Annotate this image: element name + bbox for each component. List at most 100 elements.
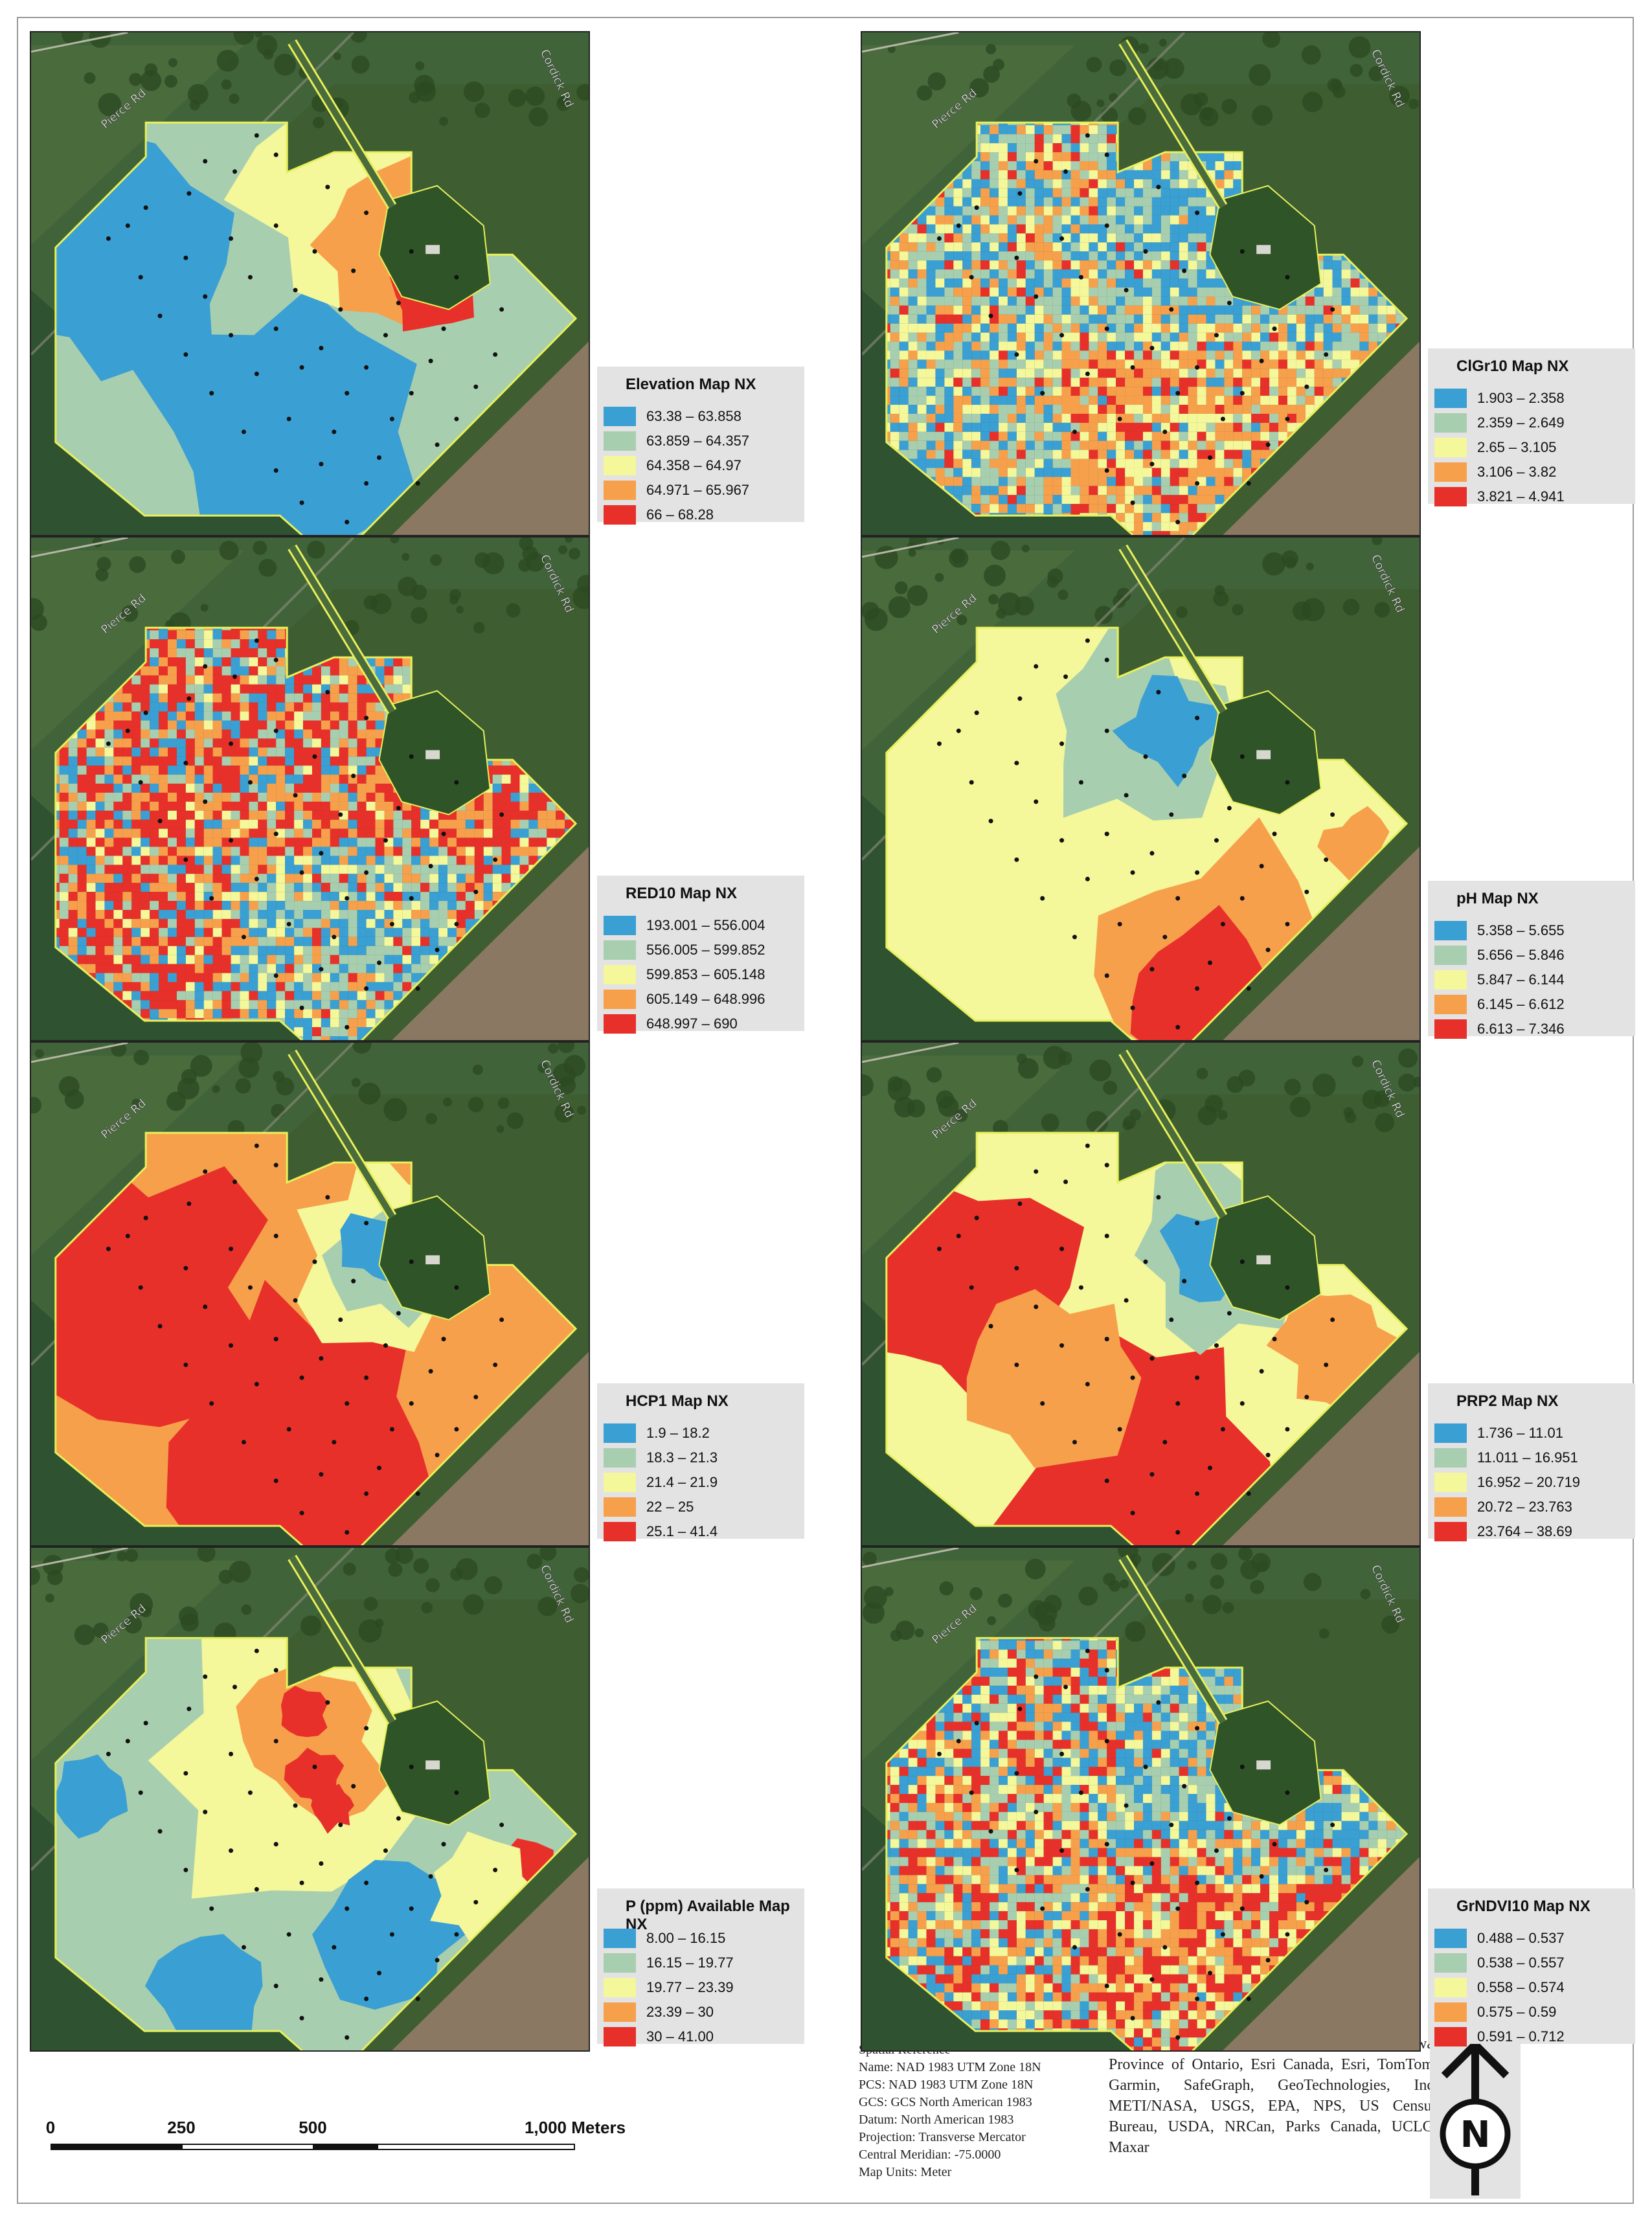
sample-point bbox=[377, 960, 381, 966]
sample-point bbox=[1195, 365, 1200, 370]
sample-point bbox=[319, 967, 324, 972]
sample-point bbox=[229, 1751, 234, 1756]
sample-point bbox=[254, 1887, 259, 1892]
legend-swatch bbox=[1434, 2002, 1467, 2022]
sample-point bbox=[1117, 1427, 1122, 1432]
legend-swatch bbox=[604, 1497, 636, 1517]
sample-point bbox=[183, 760, 188, 765]
sample-point bbox=[1078, 1285, 1083, 1290]
sample-point bbox=[1124, 793, 1129, 798]
sample-point bbox=[364, 1221, 369, 1226]
sample-point bbox=[956, 728, 961, 733]
legend-row: 3.821 – 4.941 bbox=[1434, 484, 1635, 509]
legend-row: 16.952 – 20.719 bbox=[1434, 1470, 1635, 1495]
sample-point bbox=[364, 210, 369, 216]
legend-label: 193.001 – 556.004 bbox=[646, 917, 765, 933]
sample-point bbox=[1104, 973, 1109, 978]
sample-point bbox=[312, 754, 317, 759]
sample-point bbox=[345, 1401, 350, 1406]
legend-label: 648.997 – 690 bbox=[646, 1015, 738, 1032]
sample-point bbox=[1104, 223, 1109, 228]
legend-label: 2.65 – 3.105 bbox=[1477, 439, 1557, 455]
sample-point bbox=[389, 1427, 394, 1432]
legend-row: 8.00 – 16.15 bbox=[604, 1926, 804, 1951]
sample-point bbox=[229, 236, 234, 241]
legend-title: RED10 Map NX bbox=[626, 885, 738, 902]
sample-point bbox=[203, 294, 208, 299]
sample-point bbox=[1208, 1971, 1212, 1976]
sample-point bbox=[187, 1201, 192, 1207]
legend-row: 556.005 – 599.852 bbox=[604, 938, 804, 962]
sample-point bbox=[1195, 716, 1200, 721]
sample-point bbox=[338, 1822, 343, 1828]
legend-swatch bbox=[1434, 1953, 1467, 1973]
spatial-reference-block: Spatial Reference Name: NAD 1983 UTM Zon… bbox=[859, 2041, 1105, 2181]
legend-swatch bbox=[1434, 970, 1467, 990]
sample-point bbox=[1130, 365, 1135, 370]
sample-point bbox=[473, 1899, 479, 1905]
sample-point bbox=[1017, 696, 1023, 701]
sample-point bbox=[1014, 760, 1019, 765]
legend-swatch bbox=[604, 431, 636, 451]
sample-point bbox=[229, 1343, 234, 1348]
legend-row: 21.4 – 21.9 bbox=[604, 1470, 804, 1495]
sample-point bbox=[1175, 1401, 1181, 1406]
sample-point bbox=[1169, 307, 1174, 312]
spatial-ref-line: GCS: GCS North American 1983 bbox=[859, 2095, 1032, 2109]
sample-point bbox=[157, 1324, 163, 1329]
sample-point bbox=[1227, 1311, 1232, 1316]
sample-point bbox=[229, 838, 234, 843]
spatial-ref-line: Central Meridian: -75.0000 bbox=[859, 2148, 1001, 2162]
legend-label: 66 – 68.28 bbox=[646, 506, 714, 523]
sample-point bbox=[1195, 1491, 1200, 1496]
sample-point bbox=[493, 1362, 498, 1367]
sample-point bbox=[187, 191, 192, 196]
legend-row: 25.1 – 41.4 bbox=[604, 1519, 804, 1544]
sample-point bbox=[428, 1874, 433, 1879]
sample-point bbox=[1130, 1005, 1135, 1010]
sample-point bbox=[1227, 1816, 1232, 1821]
scale-label-500: 500 bbox=[299, 2118, 327, 2137]
sample-point bbox=[988, 313, 993, 319]
sample-point bbox=[1149, 346, 1155, 350]
map-panel-hcp1: Pierce Rd Cordick Rd bbox=[30, 1041, 590, 1547]
legend-row: 1.9 – 18.2 bbox=[604, 1421, 804, 1445]
sample-point bbox=[138, 780, 143, 785]
scale-segment-1 bbox=[52, 2145, 183, 2149]
legend-row: 19.77 – 23.39 bbox=[604, 1975, 804, 2000]
sample-point bbox=[1220, 1427, 1225, 1432]
sample-point bbox=[1195, 870, 1200, 875]
legend-row: 20.72 – 23.763 bbox=[1434, 1495, 1635, 1519]
sample-point bbox=[1156, 1195, 1161, 1200]
sample-point bbox=[106, 1751, 111, 1756]
sample-point bbox=[1078, 780, 1083, 785]
legend-swatch bbox=[604, 1473, 636, 1492]
sample-point bbox=[319, 851, 324, 856]
legend-red10: RED10 Map NX 193.001 – 556.004 556.005 – 5… bbox=[597, 876, 804, 1034]
sample-point bbox=[1034, 294, 1039, 299]
sample-point bbox=[1162, 429, 1168, 435]
sample-point bbox=[1208, 455, 1212, 460]
sample-point bbox=[1182, 268, 1187, 273]
sample-point bbox=[1149, 1977, 1155, 1982]
sample-point bbox=[1175, 896, 1181, 901]
sample-point bbox=[319, 346, 324, 350]
sample-point bbox=[1265, 1453, 1271, 1458]
sample-point bbox=[1085, 638, 1090, 643]
legend-label: 11.011 – 16.951 bbox=[1477, 1449, 1578, 1466]
sample-point bbox=[1143, 754, 1148, 759]
sample-point bbox=[351, 773, 356, 778]
sample-point bbox=[1149, 1472, 1155, 1477]
legend-row: 64.358 – 64.97 bbox=[604, 453, 804, 478]
sample-point bbox=[1324, 352, 1329, 357]
sample-point bbox=[1285, 416, 1290, 422]
sample-point bbox=[338, 812, 343, 817]
sample-point bbox=[293, 1803, 298, 1808]
sample-point bbox=[1124, 1298, 1129, 1303]
sample-point bbox=[351, 1278, 356, 1284]
legend-swatch bbox=[1434, 1019, 1467, 1039]
legend-row: 1.736 – 11.01 bbox=[1434, 1421, 1635, 1445]
sample-point bbox=[493, 857, 498, 862]
sample-point bbox=[1169, 1822, 1174, 1828]
sample-point bbox=[1078, 275, 1083, 280]
